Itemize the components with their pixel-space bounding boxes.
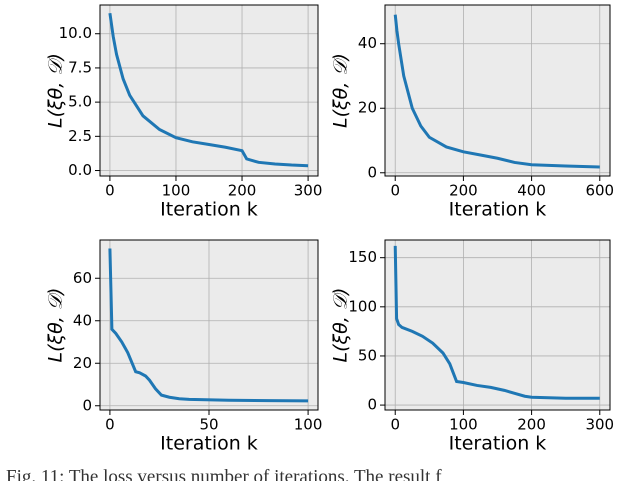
x-tick-label: 100 bbox=[162, 182, 191, 200]
y-tick-label: 150 bbox=[348, 248, 377, 266]
caption: Fig. 11: The loss versus number of itera… bbox=[6, 466, 442, 481]
x-axis-label: Iteration k bbox=[160, 199, 258, 221]
y-tick-label: 0 bbox=[82, 396, 92, 414]
x-tick-label: 400 bbox=[517, 182, 546, 200]
y-tick-label: 60 bbox=[73, 269, 92, 287]
x-tick-label: 200 bbox=[228, 182, 257, 200]
y-axis-label: L(ξθ, 𝒟) bbox=[330, 53, 352, 128]
y-tick-label: 2.5 bbox=[68, 127, 92, 145]
loss-line bbox=[393, 14, 600, 169]
y-tick-label: 10.0 bbox=[59, 24, 92, 42]
y-axis-label: L(ξθ, 𝒟) bbox=[45, 288, 67, 363]
x-tick-label: 50 bbox=[199, 416, 218, 434]
plot-frame bbox=[99, 239, 319, 411]
x-axis-label: Iteration k bbox=[160, 433, 258, 455]
x-tick-label: 100 bbox=[449, 416, 478, 434]
x-tick-label: 200 bbox=[517, 416, 546, 434]
x-tick-label: 600 bbox=[585, 182, 614, 200]
loss-line bbox=[393, 245, 600, 400]
plot-area bbox=[385, 5, 610, 176]
plot-frame bbox=[384, 4, 611, 177]
x-tick-label: 0 bbox=[390, 182, 400, 200]
x-axis-label: Iteration k bbox=[449, 199, 547, 221]
x-tick-label: 0 bbox=[105, 182, 115, 200]
y-tick-label: 7.5 bbox=[68, 58, 92, 76]
y-tick-label: 0 bbox=[367, 163, 377, 181]
loss-line bbox=[108, 12, 309, 168]
y-tick-label: 40 bbox=[358, 34, 377, 52]
x-tick-label: 300 bbox=[294, 182, 323, 200]
y-tick-label: 100 bbox=[348, 297, 377, 315]
loss-line bbox=[108, 248, 309, 403]
x-tick-label: 100 bbox=[294, 416, 323, 434]
y-tick-label: 5.0 bbox=[68, 93, 92, 111]
y-tick-label: 20 bbox=[73, 354, 92, 372]
y-tick-label: 50 bbox=[358, 346, 377, 364]
plot-frame bbox=[99, 4, 319, 177]
x-tick-label: 300 bbox=[585, 416, 614, 434]
x-tick-label: 200 bbox=[449, 182, 478, 200]
y-tick-label: 20 bbox=[358, 99, 377, 117]
plot-area bbox=[100, 5, 318, 176]
x-axis-label: Iteration k bbox=[449, 433, 547, 455]
y-tick-label: 40 bbox=[73, 311, 92, 329]
plot-frame bbox=[384, 239, 611, 411]
x-tick-label: 0 bbox=[105, 416, 115, 434]
y-axis-label: L(ξθ, 𝒟) bbox=[330, 288, 352, 363]
y-tick-label: 0.0 bbox=[68, 161, 92, 179]
x-tick-label: 0 bbox=[390, 416, 400, 434]
y-axis-label: L(ξθ, 𝒟) bbox=[45, 53, 67, 128]
plot-area bbox=[385, 240, 610, 410]
y-tick-label: 0 bbox=[367, 396, 377, 414]
